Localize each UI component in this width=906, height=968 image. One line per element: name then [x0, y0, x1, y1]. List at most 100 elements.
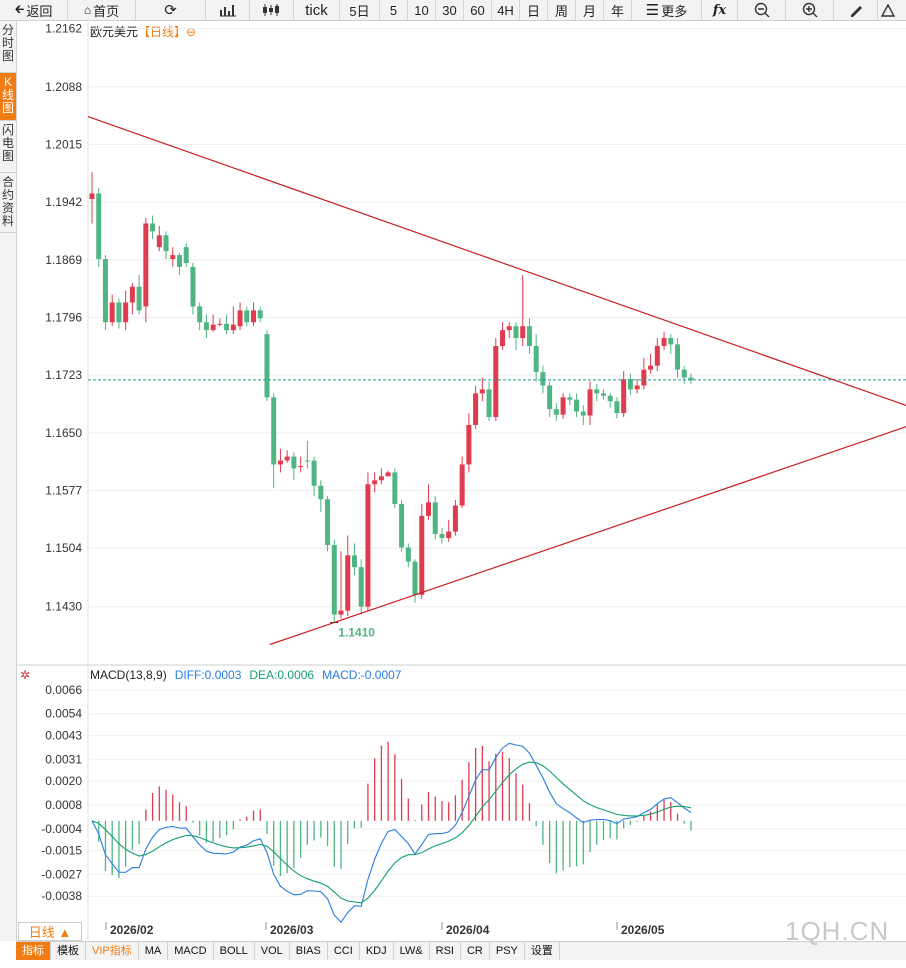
candle-body — [257, 310, 263, 319]
price-tick-label: 1.1504 — [45, 541, 82, 555]
candle-body — [459, 464, 465, 506]
tab-cr[interactable]: CR — [461, 942, 490, 960]
period-60m-button[interactable]: 60 — [464, 0, 492, 20]
tab-contract-info[interactable]: 合约资料 — [0, 173, 16, 233]
macd-tick-label: -0.0038 — [41, 889, 82, 903]
tab-boll[interactable]: BOLL — [214, 942, 255, 960]
candle-body — [634, 385, 640, 390]
tab-psy[interactable]: PSY — [490, 942, 525, 960]
candle-body — [271, 397, 277, 465]
collapse-button[interactable] — [878, 0, 898, 20]
candle-body — [439, 534, 445, 538]
candle-body — [156, 235, 162, 248]
candle-body — [587, 389, 593, 416]
back-label: 返回 — [26, 3, 53, 19]
candle-body — [264, 334, 270, 398]
period-month-button[interactable]: 月 — [576, 0, 604, 20]
tab-cci[interactable]: CCI — [328, 942, 360, 960]
candle-body — [224, 323, 230, 331]
candle-body — [176, 255, 182, 267]
collapse-circle-icon[interactable]: ⊖ — [186, 24, 197, 39]
menu-icon: ☰ — [645, 2, 660, 19]
period-week-button[interactable]: 周 — [548, 0, 576, 20]
formula-icon: fx — [712, 2, 727, 18]
candle-body — [648, 365, 654, 370]
more-button[interactable]: ☰ 更多 — [632, 0, 702, 20]
tab-vip-indicator[interactable]: VIP指标 — [86, 942, 139, 960]
period-day-label: 日 — [526, 3, 540, 19]
tab-flash[interactable]: 闪电图 — [0, 121, 16, 173]
tab-timeshare[interactable]: 分时图 — [0, 21, 16, 73]
candle-body — [230, 324, 236, 331]
candle-body — [473, 393, 479, 425]
refresh-button[interactable]: ⟳ — [136, 0, 206, 20]
x-tick-label: 2026/03 — [270, 923, 314, 937]
tab-bias[interactable]: BIAS — [290, 942, 328, 960]
candle-body — [358, 567, 364, 607]
tab-kline[interactable]: K线图 — [0, 73, 16, 121]
indicator-settings-icon[interactable]: ✲ — [20, 668, 31, 682]
tab-kdj[interactable]: KDJ — [360, 942, 394, 960]
home-label: 首页 — [93, 3, 120, 19]
tick-button[interactable]: tick — [294, 0, 340, 20]
tab-vol[interactable]: VOL — [255, 942, 290, 960]
candle-body — [217, 323, 223, 325]
zoom-out-button[interactable] — [738, 0, 786, 20]
back-arrow-icon: 🡰 — [14, 1, 25, 16]
candle-body — [325, 499, 331, 546]
candle-body — [466, 424, 472, 465]
macd-tick-label: -0.0004 — [41, 822, 82, 836]
candle-body — [540, 372, 546, 386]
tab-rsi[interactable]: RSI — [430, 942, 461, 960]
upper-trendline — [87, 116, 906, 406]
candle-body — [116, 302, 122, 323]
period-4h-button[interactable]: 4H — [492, 0, 520, 20]
period-10m-button[interactable]: 10 — [408, 0, 436, 20]
formula-button[interactable]: fx — [702, 0, 738, 20]
macd-hist-value: MACD:-0.0007 — [322, 668, 402, 682]
tab-lw[interactable]: LW& — [394, 942, 430, 960]
period-day-button[interactable]: 日 — [520, 0, 548, 20]
candle-body — [675, 344, 681, 370]
tab-macd[interactable]: MACD — [168, 942, 214, 960]
back-button[interactable]: 🡰 返回 — [0, 0, 68, 20]
period-year-button[interactable]: 年 — [604, 0, 632, 20]
x-tick-label: 2026/05 — [621, 923, 665, 937]
candle-body — [136, 286, 142, 311]
candle-body — [89, 193, 95, 199]
macd-dea-value: DEA:0.0006 — [249, 668, 315, 682]
candle-body — [405, 547, 411, 562]
candle-body — [668, 338, 674, 345]
side-tabs: 分时图 K线图 闪电图 合约资料 — [0, 21, 17, 941]
candle-body — [526, 326, 532, 346]
candle-body — [614, 401, 620, 414]
tab-template[interactable]: 模板 — [51, 942, 86, 960]
chart-bars-button[interactable] — [206, 0, 250, 20]
period-30m-button[interactable]: 30 — [436, 0, 464, 20]
tab-indicator[interactable]: 指标 — [16, 942, 51, 960]
candlestick-button[interactable] — [250, 0, 294, 20]
candle-body — [688, 377, 694, 380]
macd-label: MACD(13,8,9) — [90, 668, 167, 682]
home-button[interactable]: ⌂ 首页 — [68, 0, 136, 20]
more-label: 更多 — [661, 3, 688, 19]
candle-body — [277, 460, 283, 465]
period-select-button[interactable]: 日线 ▲ — [18, 922, 82, 941]
candle-body — [600, 393, 606, 396]
period-year-label: 年 — [610, 3, 624, 19]
period-10m-label: 10 — [414, 2, 429, 18]
tab-settings[interactable]: 设置 — [525, 942, 560, 960]
candle-body — [351, 555, 357, 568]
draw-pen-button[interactable] — [834, 0, 878, 20]
candle-body — [547, 385, 553, 410]
candle-body — [493, 345, 499, 418]
zoom-in-button[interactable] — [786, 0, 834, 20]
candle-body — [627, 379, 633, 390]
home-icon: ⌂ — [83, 3, 92, 17]
period-5m-button[interactable]: 5 — [380, 0, 408, 20]
macd-tick-label: 0.0031 — [45, 752, 82, 766]
tab-ma[interactable]: MA — [139, 942, 169, 960]
price-tick-label: 1.2088 — [45, 80, 82, 94]
period-5d-button[interactable]: 5日 — [340, 0, 380, 20]
